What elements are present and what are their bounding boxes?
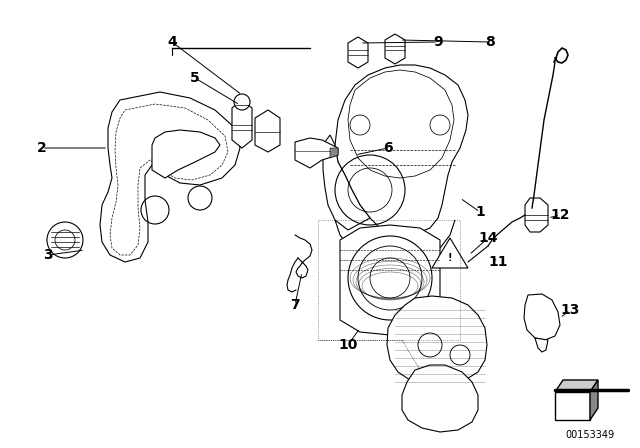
Polygon shape	[348, 37, 368, 68]
Text: 00153349: 00153349	[565, 430, 614, 440]
Text: 14: 14	[478, 231, 498, 245]
Polygon shape	[387, 296, 487, 385]
Polygon shape	[152, 130, 220, 178]
Polygon shape	[555, 380, 598, 392]
Polygon shape	[100, 92, 240, 262]
Circle shape	[47, 222, 83, 258]
Polygon shape	[385, 34, 405, 64]
Polygon shape	[255, 110, 280, 152]
Text: 8: 8	[485, 35, 495, 49]
Polygon shape	[590, 380, 598, 420]
Polygon shape	[555, 392, 590, 420]
Polygon shape	[335, 65, 468, 235]
Text: 2: 2	[37, 141, 47, 155]
Text: 7: 7	[290, 298, 300, 312]
Text: 12: 12	[550, 208, 570, 222]
Polygon shape	[340, 225, 440, 335]
Polygon shape	[295, 138, 338, 168]
Text: 1: 1	[475, 205, 485, 219]
Circle shape	[234, 94, 250, 110]
Text: 9: 9	[433, 35, 443, 49]
Polygon shape	[402, 365, 478, 432]
Text: 6: 6	[383, 141, 393, 155]
Text: 5: 5	[190, 71, 200, 85]
Polygon shape	[524, 294, 560, 340]
Text: 13: 13	[560, 303, 580, 317]
Text: 10: 10	[339, 338, 358, 352]
Text: 3: 3	[43, 248, 53, 262]
Polygon shape	[232, 100, 252, 148]
Polygon shape	[330, 148, 338, 158]
Text: 4: 4	[167, 35, 177, 49]
Polygon shape	[535, 338, 548, 352]
Text: 11: 11	[488, 255, 508, 269]
Polygon shape	[348, 70, 454, 178]
Polygon shape	[432, 238, 468, 268]
Polygon shape	[323, 135, 370, 230]
Text: !: !	[448, 253, 452, 263]
Polygon shape	[525, 198, 548, 232]
